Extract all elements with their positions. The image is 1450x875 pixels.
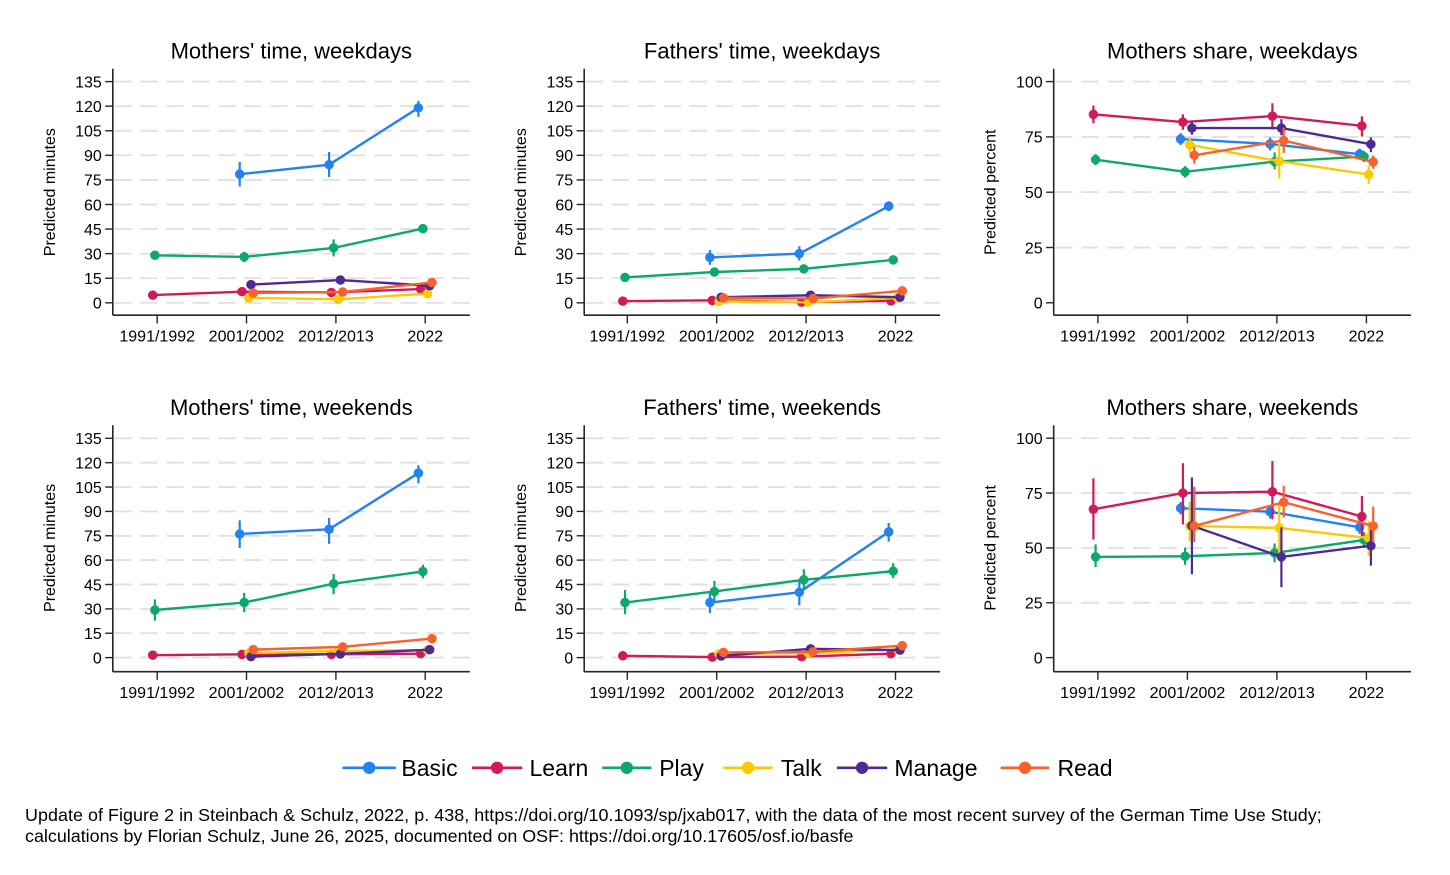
svg-text:30: 30 <box>84 246 102 263</box>
svg-text:Mothers share, weekdays: Mothers share, weekdays <box>1107 39 1358 64</box>
svg-text:50: 50 <box>1025 185 1043 202</box>
svg-text:1991/1992: 1991/1992 <box>119 685 195 702</box>
svg-text:75: 75 <box>84 173 102 190</box>
svg-text:Mothers' time, weekdays: Mothers' time, weekdays <box>171 39 412 64</box>
svg-text:15: 15 <box>84 626 102 643</box>
svg-text:Predicted minutes: Predicted minutes <box>42 484 59 612</box>
svg-text:75: 75 <box>1025 486 1043 503</box>
svg-text:1991/1992: 1991/1992 <box>589 328 665 345</box>
svg-text:100: 100 <box>1016 431 1043 448</box>
svg-text:2001/2002: 2001/2002 <box>1150 328 1226 345</box>
svg-text:75: 75 <box>84 529 102 546</box>
svg-text:2012/2013: 2012/2013 <box>1239 685 1315 702</box>
svg-text:90: 90 <box>555 504 573 521</box>
svg-text:135: 135 <box>546 74 573 91</box>
svg-text:120: 120 <box>546 455 573 472</box>
svg-text:1991/1992: 1991/1992 <box>1060 685 1136 702</box>
svg-text:75: 75 <box>555 529 573 546</box>
svg-text:120: 120 <box>546 99 573 116</box>
svg-text:2001/2002: 2001/2002 <box>679 685 755 702</box>
svg-text:135: 135 <box>75 74 102 91</box>
svg-text:2001/2002: 2001/2002 <box>209 685 285 702</box>
svg-text:2012/2013: 2012/2013 <box>768 685 844 702</box>
svg-text:0: 0 <box>93 650 102 667</box>
svg-text:Predicted minutes: Predicted minutes <box>42 128 59 256</box>
svg-text:135: 135 <box>75 431 102 448</box>
svg-text:2012/2013: 2012/2013 <box>1239 328 1315 345</box>
svg-text:2001/2002: 2001/2002 <box>1150 685 1226 702</box>
svg-text:Talk: Talk <box>781 755 822 781</box>
svg-text:45: 45 <box>555 577 573 594</box>
svg-text:Predicted minutes: Predicted minutes <box>513 484 530 612</box>
svg-text:Learn: Learn <box>530 755 589 781</box>
svg-text:90: 90 <box>84 148 102 165</box>
svg-text:30: 30 <box>555 246 573 263</box>
svg-text:30: 30 <box>555 602 573 619</box>
svg-text:1991/1992: 1991/1992 <box>589 685 665 702</box>
svg-text:Fathers' time, weekdays: Fathers' time, weekdays <box>644 39 881 64</box>
svg-text:120: 120 <box>75 455 102 472</box>
svg-text:Fathers' time, weekends: Fathers' time, weekends <box>643 395 881 420</box>
svg-text:135: 135 <box>546 431 573 448</box>
svg-text:100: 100 <box>1016 74 1043 91</box>
svg-text:25: 25 <box>1025 596 1043 613</box>
svg-text:0: 0 <box>564 650 573 667</box>
svg-text:105: 105 <box>75 124 102 141</box>
svg-text:2012/2013: 2012/2013 <box>298 328 374 345</box>
svg-text:45: 45 <box>84 222 102 239</box>
svg-text:Read: Read <box>1058 755 1113 781</box>
svg-text:1991/1992: 1991/1992 <box>1060 328 1136 345</box>
svg-text:60: 60 <box>84 197 102 214</box>
svg-text:Mothers' time, weekends: Mothers' time, weekends <box>170 395 413 420</box>
svg-text:90: 90 <box>555 148 573 165</box>
svg-text:0: 0 <box>1034 650 1043 667</box>
svg-text:120: 120 <box>75 99 102 116</box>
svg-text:Mothers share, weekends: Mothers share, weekends <box>1106 395 1358 420</box>
svg-text:2022: 2022 <box>407 685 443 702</box>
svg-text:15: 15 <box>84 271 102 288</box>
svg-text:2022: 2022 <box>407 328 443 345</box>
svg-text:2012/2013: 2012/2013 <box>298 685 374 702</box>
svg-text:0: 0 <box>93 296 102 313</box>
svg-text:Predicted percent: Predicted percent <box>983 129 1000 255</box>
svg-text:45: 45 <box>84 577 102 594</box>
svg-text:Manage: Manage <box>894 755 977 781</box>
svg-text:2022: 2022 <box>878 685 914 702</box>
svg-text:1991/1992: 1991/1992 <box>119 328 195 345</box>
svg-text:2022: 2022 <box>878 328 914 345</box>
svg-text:Predicted minutes: Predicted minutes <box>513 128 530 256</box>
svg-text:30: 30 <box>84 602 102 619</box>
svg-text:75: 75 <box>555 173 573 190</box>
svg-text:2022: 2022 <box>1349 328 1385 345</box>
svg-text:60: 60 <box>84 553 102 570</box>
svg-text:60: 60 <box>555 197 573 214</box>
svg-text:45: 45 <box>555 222 573 239</box>
svg-text:2022: 2022 <box>1349 685 1385 702</box>
svg-text:2001/2002: 2001/2002 <box>209 328 285 345</box>
svg-text:50: 50 <box>1025 541 1043 558</box>
svg-text:15: 15 <box>555 271 573 288</box>
svg-text:Basic: Basic <box>401 755 457 781</box>
svg-text:75: 75 <box>1025 130 1043 147</box>
svg-text:105: 105 <box>546 480 573 497</box>
svg-text:calculations by Florian Schulz: calculations by Florian Schulz, June 26,… <box>25 826 853 846</box>
svg-text:Play: Play <box>659 755 704 781</box>
svg-text:Update of Figure 2 in Steinbac: Update of Figure 2 in Steinbach & Schulz… <box>25 805 1322 825</box>
svg-text:Predicted percent: Predicted percent <box>983 485 1000 611</box>
svg-text:90: 90 <box>84 504 102 521</box>
svg-text:25: 25 <box>1025 240 1043 257</box>
svg-text:0: 0 <box>564 296 573 313</box>
svg-text:2012/2013: 2012/2013 <box>768 328 844 345</box>
svg-text:2001/2002: 2001/2002 <box>679 328 755 345</box>
svg-text:105: 105 <box>75 480 102 497</box>
svg-text:15: 15 <box>555 626 573 643</box>
svg-text:0: 0 <box>1034 296 1043 313</box>
svg-text:60: 60 <box>555 553 573 570</box>
svg-text:105: 105 <box>546 124 573 141</box>
